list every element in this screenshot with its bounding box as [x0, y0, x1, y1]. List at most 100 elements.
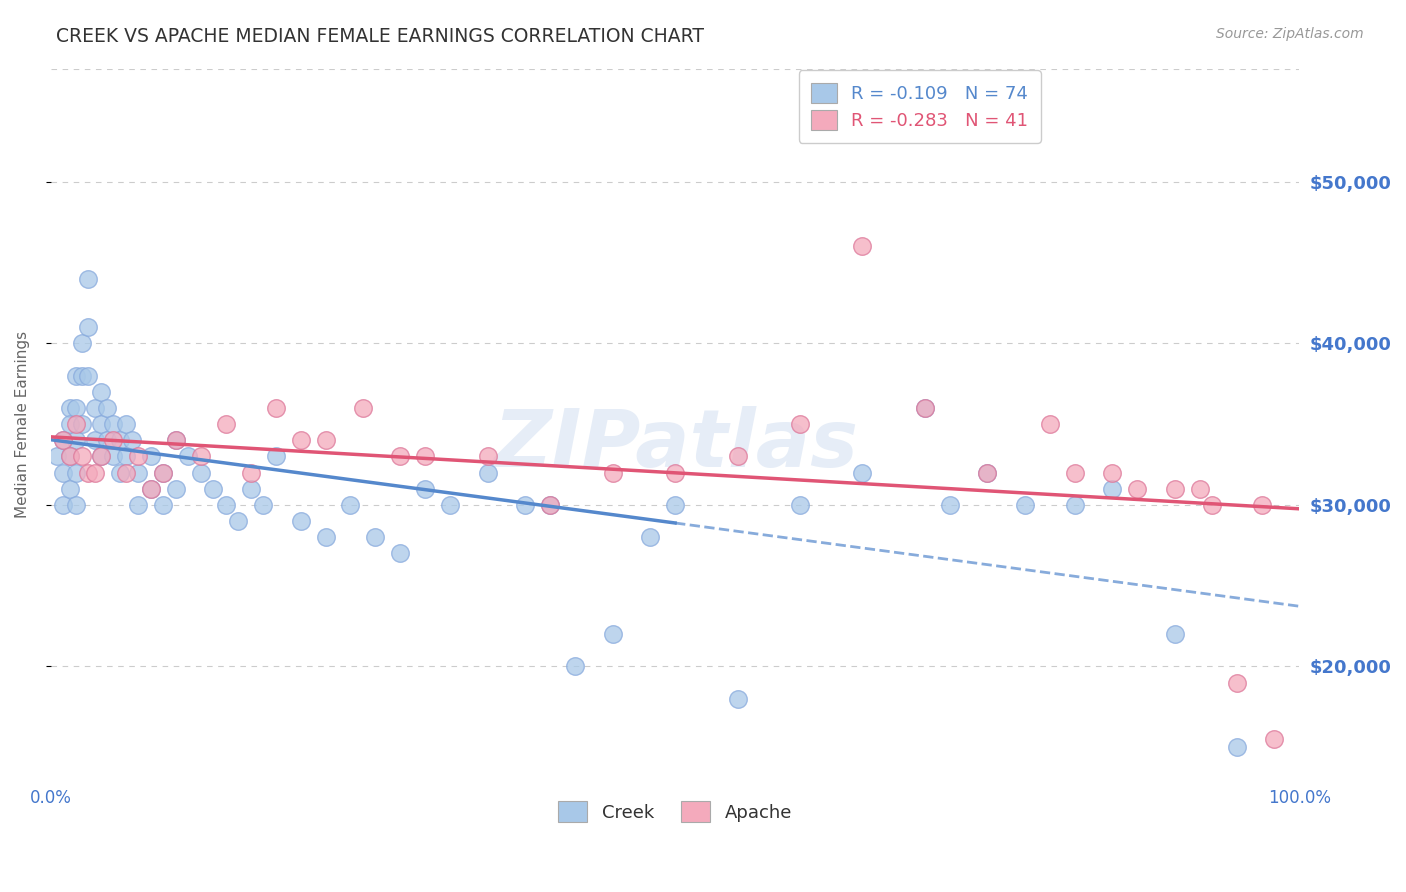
- Point: [602, 466, 624, 480]
- Point: [108, 434, 131, 448]
- Point: [103, 417, 125, 431]
- Point: [65, 498, 87, 512]
- Point: [1126, 482, 1149, 496]
- Point: [70, 450, 93, 464]
- Point: [339, 498, 361, 512]
- Point: [65, 466, 87, 480]
- Point: [1101, 482, 1123, 496]
- Point: [214, 498, 236, 512]
- Point: [415, 482, 437, 496]
- Point: [52, 434, 75, 448]
- Point: [77, 466, 100, 480]
- Point: [789, 417, 811, 431]
- Point: [415, 450, 437, 464]
- Point: [139, 482, 162, 496]
- Point: [103, 450, 125, 464]
- Point: [564, 659, 586, 673]
- Point: [90, 450, 112, 464]
- Point: [851, 239, 873, 253]
- Point: [1039, 417, 1062, 431]
- Point: [152, 466, 174, 480]
- Point: [70, 417, 93, 431]
- Point: [202, 482, 225, 496]
- Point: [83, 401, 105, 415]
- Point: [239, 466, 262, 480]
- Point: [727, 450, 749, 464]
- Point: [58, 417, 80, 431]
- Text: ZIPatlas: ZIPatlas: [492, 407, 858, 484]
- Point: [65, 401, 87, 415]
- Point: [389, 450, 412, 464]
- Point: [538, 498, 561, 512]
- Point: [1163, 627, 1185, 641]
- Point: [165, 482, 187, 496]
- Point: [127, 498, 149, 512]
- Point: [214, 417, 236, 431]
- Point: [108, 466, 131, 480]
- Point: [939, 498, 962, 512]
- Point: [1263, 732, 1285, 747]
- Point: [177, 450, 200, 464]
- Point: [190, 450, 212, 464]
- Point: [1063, 466, 1085, 480]
- Point: [664, 498, 686, 512]
- Point: [70, 368, 93, 383]
- Point: [664, 466, 686, 480]
- Point: [602, 627, 624, 641]
- Point: [252, 498, 274, 512]
- Point: [65, 368, 87, 383]
- Point: [77, 368, 100, 383]
- Point: [1226, 740, 1249, 755]
- Point: [638, 530, 661, 544]
- Point: [83, 434, 105, 448]
- Point: [58, 401, 80, 415]
- Point: [1101, 466, 1123, 480]
- Point: [976, 466, 998, 480]
- Point: [364, 530, 387, 544]
- Point: [851, 466, 873, 480]
- Legend: Creek, Apache: Creek, Apache: [546, 789, 804, 835]
- Point: [52, 434, 75, 448]
- Point: [1188, 482, 1211, 496]
- Point: [352, 401, 374, 415]
- Point: [58, 450, 80, 464]
- Point: [65, 417, 87, 431]
- Point: [70, 336, 93, 351]
- Point: [439, 498, 461, 512]
- Point: [77, 271, 100, 285]
- Point: [65, 434, 87, 448]
- Point: [914, 401, 936, 415]
- Point: [290, 434, 312, 448]
- Point: [264, 450, 287, 464]
- Point: [165, 434, 187, 448]
- Text: CREEK VS APACHE MEDIAN FEMALE EARNINGS CORRELATION CHART: CREEK VS APACHE MEDIAN FEMALE EARNINGS C…: [56, 27, 704, 45]
- Point: [90, 417, 112, 431]
- Point: [1163, 482, 1185, 496]
- Point: [914, 401, 936, 415]
- Point: [1063, 498, 1085, 512]
- Point: [315, 434, 337, 448]
- Point: [127, 466, 149, 480]
- Point: [477, 466, 499, 480]
- Point: [789, 498, 811, 512]
- Point: [52, 498, 75, 512]
- Point: [90, 384, 112, 399]
- Point: [52, 466, 75, 480]
- Point: [264, 401, 287, 415]
- Point: [114, 417, 136, 431]
- Point: [77, 320, 100, 334]
- Point: [96, 401, 118, 415]
- Point: [976, 466, 998, 480]
- Point: [58, 482, 80, 496]
- Point: [477, 450, 499, 464]
- Point: [226, 514, 249, 528]
- Point: [58, 450, 80, 464]
- Point: [152, 498, 174, 512]
- Point: [1014, 498, 1036, 512]
- Point: [290, 514, 312, 528]
- Point: [190, 466, 212, 480]
- Point: [127, 450, 149, 464]
- Point: [1251, 498, 1274, 512]
- Text: Source: ZipAtlas.com: Source: ZipAtlas.com: [1216, 27, 1364, 41]
- Point: [152, 466, 174, 480]
